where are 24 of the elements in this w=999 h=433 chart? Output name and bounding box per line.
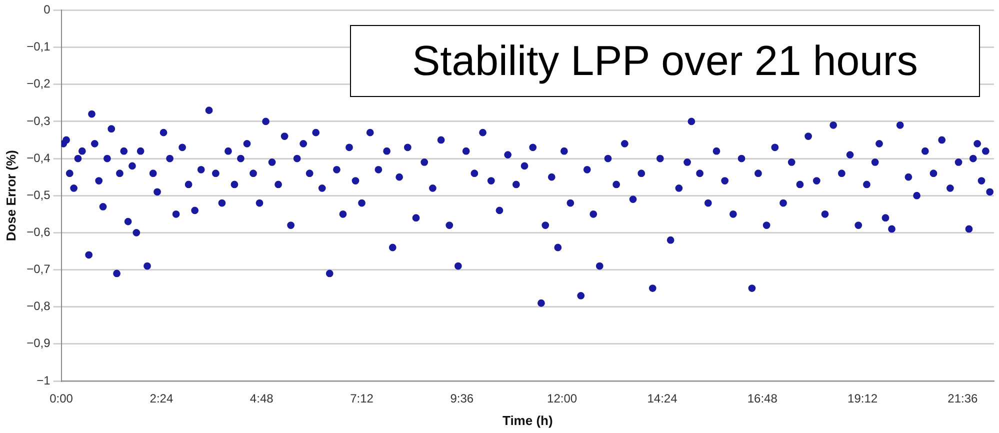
y-tick-label: −1 [36, 373, 51, 388]
y-tick-label: −0,5 [26, 188, 51, 202]
x-tick-label: 21:36 [948, 392, 978, 406]
y-tick-label: −0,2 [26, 76, 51, 91]
y-tick-label: −0,1 [26, 40, 51, 54]
x-tick-label: 4:48 [250, 392, 274, 406]
x-tick-label: 12:00 [547, 392, 578, 406]
text: Stability LPP over 21 hours [350, 25, 980, 97]
y-axis-title: Dose Error (%) [3, 150, 18, 242]
x-tick-label: 7:12 [350, 392, 374, 406]
x-tick-label: 0:00 [50, 392, 74, 406]
y-tick-label: −0,4 [26, 150, 51, 165]
x-axis-title: Time (h) [502, 412, 553, 428]
x-tick-label: 9:36 [450, 392, 474, 406]
y-tick-label: −0,6 [26, 224, 51, 239]
y-tick-label: −0,7 [26, 262, 51, 276]
x-tick-label: 19:12 [848, 392, 878, 406]
y-tick-label: 0 [44, 2, 51, 17]
y-tick-label: −0,9 [26, 336, 51, 350]
y-tick-label: −0,8 [26, 299, 51, 314]
x-tick-label: 2:24 [150, 392, 174, 406]
x-tick-label: 14:24 [647, 392, 678, 406]
y-tick-label: −0,3 [26, 114, 51, 128]
x-tick-label: 16:48 [747, 392, 778, 406]
